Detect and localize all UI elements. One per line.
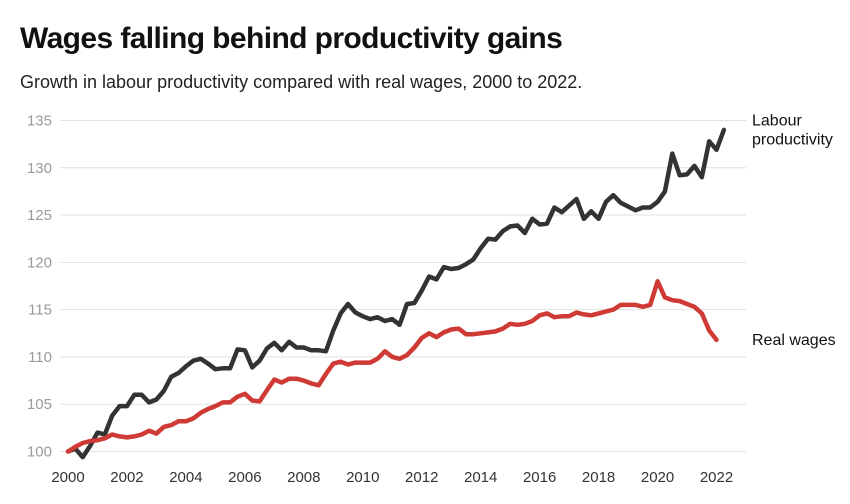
x-tick-label-2012: 2012 bbox=[405, 469, 438, 486]
y-tick-label-130: 130 bbox=[27, 160, 52, 177]
gridlines bbox=[60, 119, 746, 453]
x-tick-label-2004: 2004 bbox=[169, 469, 202, 486]
series-label-line: productivity bbox=[752, 131, 833, 148]
y-tick-label-115: 115 bbox=[28, 302, 52, 319]
y-tick-label-100: 100 bbox=[27, 444, 52, 461]
y-tick-label-120: 120 bbox=[27, 254, 52, 271]
series-line-real-wages bbox=[65, 279, 719, 454]
series-line-labour-productivity bbox=[65, 127, 727, 460]
y-tick-label-105: 105 bbox=[27, 396, 52, 413]
series-label-real-wages: Real wages bbox=[752, 332, 836, 349]
x-tick-label-2002: 2002 bbox=[110, 469, 143, 486]
x-tick-label-2022: 2022 bbox=[700, 469, 733, 486]
y-tick-label-125: 125 bbox=[27, 207, 52, 224]
x-tick-label-2010: 2010 bbox=[346, 469, 379, 486]
x-tick-label-2016: 2016 bbox=[523, 469, 556, 486]
x-tick-label-2006: 2006 bbox=[228, 469, 261, 486]
y-tick-label-135: 135 bbox=[27, 112, 52, 129]
series-lines bbox=[65, 127, 727, 460]
x-tick-label-2008: 2008 bbox=[287, 469, 320, 486]
series-label-line: Labour bbox=[752, 112, 802, 129]
x-axis-ticks: 2000 2002 2004 2006 2008 2010 2012 2014 2016 2018… bbox=[51, 469, 733, 486]
series-labels: Labour productivity Real wages bbox=[752, 112, 836, 349]
x-tick-label-2018: 2018 bbox=[582, 469, 615, 486]
chart-title: Wages falling behind productivity gains bbox=[20, 22, 563, 55]
series-label-line: Real wages bbox=[752, 332, 836, 349]
chart-subtitle: Growth in labour productivity compared w… bbox=[20, 72, 583, 92]
y-tick-label-110: 110 bbox=[28, 349, 52, 366]
series-label-labour-productivity: Labour productivity bbox=[752, 112, 833, 148]
y-axis-ticks: 100 105 110 115 120 125 130 135 bbox=[27, 112, 52, 460]
x-tick-label-2020: 2020 bbox=[641, 469, 674, 486]
x-tick-label-2014: 2014 bbox=[464, 469, 497, 486]
x-tick-label-2000: 2000 bbox=[51, 469, 84, 486]
